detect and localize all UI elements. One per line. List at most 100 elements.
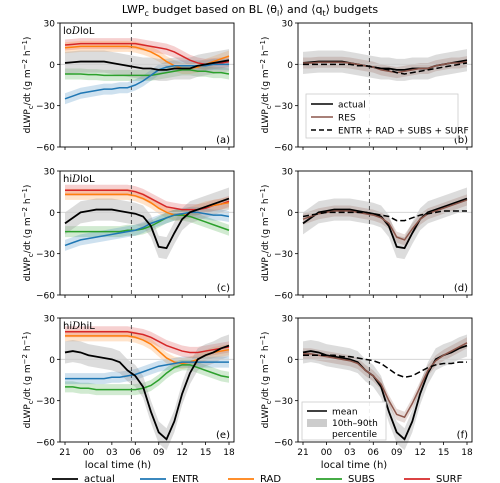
- y-tick-label: −60: [36, 439, 55, 449]
- series-line-surf: [64, 42, 230, 66]
- y-axis-label: dLWPc/dt (g m−2 h−1): [259, 37, 273, 134]
- y-tick-label: −30: [36, 397, 55, 407]
- x-tick-label: 18: [461, 448, 473, 458]
- panel-frame: [297, 317, 473, 443]
- y-tick-label: −30: [274, 102, 293, 112]
- panel-e: −60 −30 0 30 21 00 03 06 09 12 15 18 (e) hiDhiL dLWPc/…: [21, 315, 235, 459]
- series-line-res: [303, 342, 468, 419]
- legend-label: RES: [338, 114, 356, 124]
- y-axis-label: dLWPc/dt (g m−2 h−1): [259, 185, 273, 282]
- row-label: hiDloL: [63, 174, 95, 185]
- y-axis-label: dLWPc/dt (g m−2 h−1): [259, 332, 273, 429]
- y-tick-label: −30: [274, 397, 293, 407]
- x-tick-label: 21: [297, 448, 308, 458]
- legend-label-band: 10th–90th: [332, 419, 378, 429]
- y-axis-label: dLWPc/dt (g m−2 h−1): [21, 185, 35, 282]
- x-tick-label: 21: [59, 448, 70, 458]
- x-tick-label: 09: [153, 448, 165, 458]
- panel-a: −60 −30 0 30 (a) loDloL dLWPc/dt (g m−2 h−1): [21, 20, 235, 154]
- legend-label-mean: mean: [332, 408, 358, 418]
- bottom-legend-label: actual: [84, 474, 115, 483]
- panel-f: −60 −30 0 30 21 00 03 06 09 12 15 18 (f) dLWPc/dt (g …: [259, 315, 473, 459]
- series-line-surf: [65, 331, 230, 354]
- y-tick-label: −30: [36, 250, 55, 260]
- y-tick-label: −60: [274, 292, 293, 302]
- y-tick-label: −60: [274, 144, 293, 154]
- x-axis-label: local time (h) local time (h): [85, 460, 387, 471]
- series-line-actual: [64, 197, 230, 250]
- y-axis-label: dLWPc/dt (g m−2 h−1): [21, 332, 35, 429]
- y-axis-label: dLWPc/dt (g m−2 h−1): [21, 37, 35, 134]
- panel-frame: [59, 22, 235, 148]
- legend-box: [305, 93, 459, 139]
- panel-frame: [297, 22, 473, 148]
- band-actual: [65, 187, 229, 260]
- legend-swatch-band: [307, 419, 327, 427]
- x-tick-label: 00: [83, 448, 95, 458]
- svg-text:local time (h): local time (h): [321, 460, 387, 471]
- x-tick-label: 00: [321, 448, 333, 458]
- bottom-legend-label: RAD: [260, 474, 281, 483]
- y-tick-label: −30: [274, 250, 293, 260]
- y-tick-label: 30: [282, 315, 294, 325]
- series-line-subs: [65, 214, 230, 233]
- y-tick-label: 30: [44, 315, 56, 325]
- panel-frame: [59, 317, 235, 443]
- x-tick-label: 12: [176, 448, 187, 458]
- panel-letter: (e): [216, 430, 230, 441]
- band-entr: [65, 206, 229, 251]
- panel-b: −60 −30 0 30 (b) dLWPc/dt (g m−2 h−1): [259, 20, 473, 154]
- y-tick-label: 0: [287, 209, 293, 219]
- y-tick-label: 0: [287, 61, 293, 71]
- band-surf: [65, 326, 229, 358]
- x-tick-label: 06: [130, 448, 142, 458]
- x-tick-label: 15: [438, 448, 449, 458]
- y-tick-label: −60: [36, 292, 55, 302]
- y-tick-label: −60: [36, 144, 55, 154]
- svg-text:LWPc budget based on BL ⟨θl⟩ a: LWPc budget based on BL ⟨θl⟩ and ⟨qt⟩ bu…: [122, 3, 379, 18]
- panel-letter: (f): [457, 430, 468, 441]
- panel-frame: [59, 170, 235, 296]
- y-tick-label: 0: [49, 356, 55, 366]
- panel-d: −60 −30 0 30 (d) dLWPc/dt (g m−2 h−1): [259, 168, 473, 302]
- legend-label-band-2: percentile: [332, 430, 377, 440]
- y-tick-label: 0: [49, 209, 55, 219]
- band-actual: [65, 334, 229, 451]
- panel-letter: (b): [454, 135, 468, 146]
- y-tick-label: 0: [49, 61, 55, 71]
- x-tick-label: 15: [200, 448, 211, 458]
- panel-c: −60 −30 0 30 (c) hiDloL dLWPc/dt (g m−2 h−1): [21, 168, 235, 302]
- y-tick-label: 0: [287, 356, 293, 366]
- y-tick-label: 30: [44, 20, 56, 30]
- band-subs: [65, 359, 229, 396]
- series-line-subs: [65, 69, 230, 77]
- series-line-actual: [64, 59, 230, 71]
- x-tick-label: 18: [223, 448, 235, 458]
- series-line-res: [303, 60, 468, 74]
- series-line-entr: [65, 361, 229, 380]
- x-tick-label: 09: [391, 448, 403, 458]
- panel-frame: [297, 170, 473, 296]
- panel-letter: (a): [216, 135, 230, 146]
- row-label: loDloL: [63, 26, 95, 37]
- legend-label: actual: [338, 101, 366, 111]
- y-tick-label: −30: [36, 102, 55, 112]
- panel-letter: (c): [217, 283, 230, 294]
- legend-label: ENTR + RAD + SUBS + SURF: [338, 127, 469, 137]
- band-actual: [65, 49, 229, 81]
- series-line-entr-rad-subs-surf: [303, 62, 468, 75]
- figure-title: LWPc budget based on BL ⟨θl⟩ and ⟨qt⟩ bu…: [122, 3, 379, 18]
- x-tick-label: 12: [414, 448, 425, 458]
- x-tick-label: 03: [106, 448, 117, 458]
- bottom-legend-label: SURF: [436, 474, 463, 483]
- panel-letter: (d): [454, 283, 468, 294]
- y-tick-label: −60: [274, 439, 293, 449]
- series-line-entr-rad-subs-surf: [302, 210, 467, 222]
- bottom-legend: actual ENTR RAD SUBS SURF: [52, 474, 463, 483]
- series-line-entr: [64, 211, 230, 247]
- bottom-legend-label: ENTR: [172, 474, 199, 483]
- band-actual: [303, 187, 467, 260]
- legend-panel-b: actual RES ENTR + RAD + SUBS + SURF: [305, 93, 469, 139]
